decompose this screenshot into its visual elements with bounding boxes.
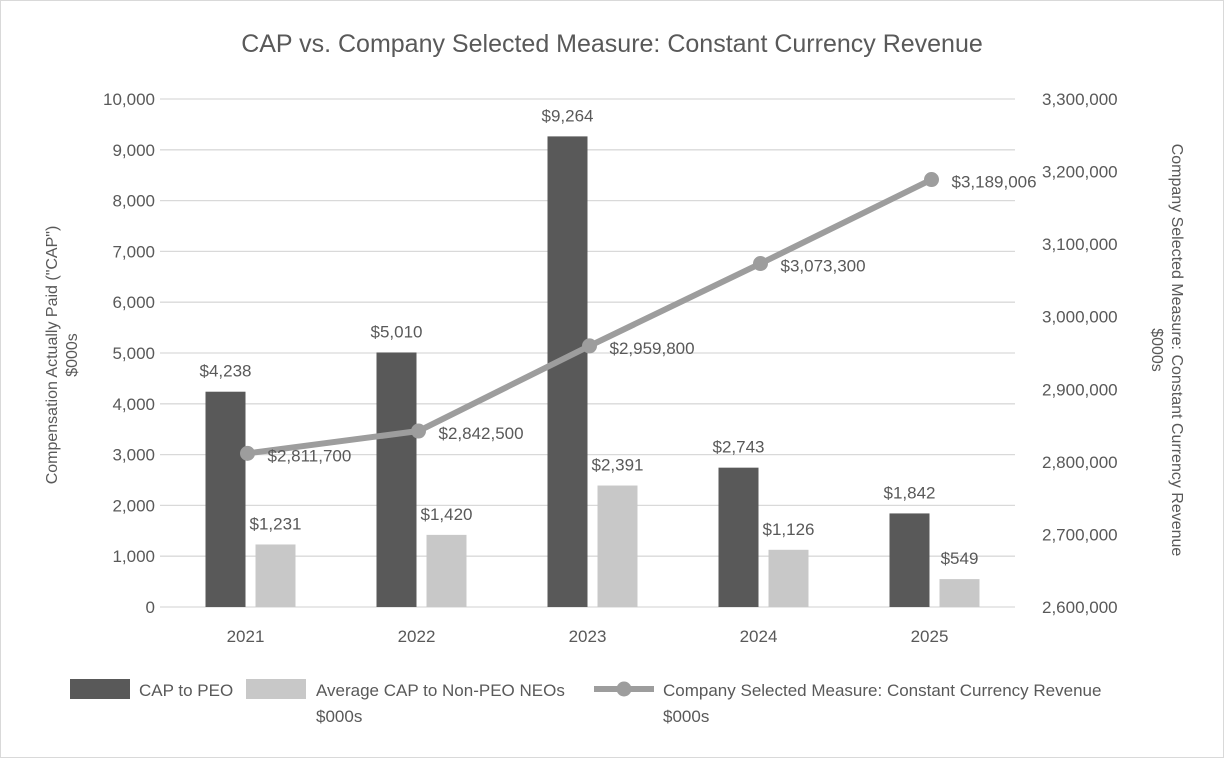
x-tick-label: 2025 [911, 627, 949, 646]
y2-tick-label: 2,900,000 [1042, 380, 1118, 399]
line-marker [924, 172, 939, 188]
line-marker [753, 256, 768, 272]
bar-data-label: $1,231 [250, 514, 302, 533]
bar [718, 467, 759, 607]
bar [889, 513, 930, 607]
line-marker [240, 445, 255, 461]
y-tick-label: 7,000 [112, 242, 155, 261]
line-path [244, 176, 935, 457]
y-axis-title-line: Compensation Actually Paid ("CAP") [44, 226, 61, 485]
x-tick-label: 2024 [740, 627, 778, 646]
legend: CAP to PEO Average CAP to Non-PEO NEOs $00… [70, 679, 1101, 726]
bar [547, 136, 588, 607]
legend-swatch-cap-to-peo [70, 679, 130, 699]
line-data-label: $2,811,700 [268, 446, 352, 465]
y2-tick-label: 3,000,000 [1042, 308, 1118, 327]
x-tick-label: 2021 [227, 627, 265, 646]
y2-axis-title-line: Company Selected Measure: Constant Curre… [1168, 144, 1185, 557]
y-axis-right-ticks: 2,600,000 2,700,000 2,800,000 2,900,000 3,00… [1042, 90, 1118, 617]
y-tick-label: 4,000 [112, 395, 155, 414]
legend-label-avg-cap-line2: $000s [316, 707, 362, 726]
y2-tick-label: 3,200,000 [1042, 163, 1118, 182]
y-axis-title-line: $000s [64, 333, 81, 377]
y2-tick-label: 2,700,000 [1042, 525, 1118, 544]
y-axis-right-title: Company Selected Measure: Constant Curre… [1148, 144, 1185, 557]
bar-data-label: $9,264 [542, 106, 594, 125]
y-tick-label: 0 [146, 598, 155, 617]
y2-tick-label: 3,300,000 [1042, 90, 1118, 109]
bar-data-label: $1,420 [421, 505, 473, 524]
chart-title: CAP vs. Company Selected Measure: Consta… [241, 30, 983, 58]
x-tick-label: 2023 [569, 627, 607, 646]
bars [205, 136, 980, 607]
y2-tick-label: 2,800,000 [1042, 453, 1118, 472]
y2-tick-label: 3,100,000 [1042, 235, 1118, 254]
bar-data-label: $4,238 [200, 362, 252, 381]
bar [205, 391, 246, 607]
bar [255, 544, 296, 607]
legend-swatch-avg-cap [246, 679, 306, 699]
y-tick-label: 6,000 [112, 293, 155, 312]
bar [768, 549, 809, 607]
y2-tick-label: 2,600,000 [1042, 598, 1118, 617]
line-data-label: $3,073,300 [781, 257, 866, 276]
legend-label-revenue-line2: $000s [663, 707, 709, 726]
line-data-label: $2,959,800 [610, 339, 695, 358]
revenue-line [240, 172, 939, 461]
y-tick-label: 9,000 [112, 141, 155, 160]
data-labels: $4,238 $5,010 $9,264 $2,743 $1,842 $1,231 $1,4… [200, 106, 1037, 568]
y-axis-left-ticks: 0 1,000 2,000 3,000 4,000 5,000 6,000 7,000 8,00… [103, 90, 155, 617]
y-tick-label: 5,000 [112, 344, 155, 363]
y-tick-label: 2,000 [112, 496, 155, 515]
y2-axis-title-line: $000s [1148, 328, 1165, 372]
line-data-label: $2,842,500 [439, 424, 524, 443]
y-axis-left-title: Compensation Actually Paid ("CAP") $000s [44, 226, 81, 485]
x-axis-ticks: 2021 2022 2023 2024 2025 [227, 627, 949, 646]
line-marker [411, 423, 426, 439]
legend-label-revenue: Company Selected Measure: Constant Curre… [663, 681, 1101, 700]
bar [939, 579, 980, 607]
line-data-label: $3,189,006 [952, 173, 1037, 192]
bar [376, 352, 417, 607]
bar-data-label: $2,743 [713, 438, 765, 457]
legend-marker-revenue [616, 681, 632, 697]
x-tick-label: 2022 [398, 627, 436, 646]
legend-label-cap-to-peo: CAP to PEO [139, 681, 233, 700]
bar-data-label: $5,010 [371, 322, 423, 341]
y-tick-label: 8,000 [112, 192, 155, 211]
y-tick-label: 3,000 [112, 446, 155, 465]
y-tick-label: 1,000 [112, 547, 155, 566]
legend-label-avg-cap: Average CAP to Non-PEO NEOs [316, 681, 565, 700]
line-marker [582, 338, 597, 354]
bar-data-label: $1,126 [763, 520, 815, 539]
bar-data-label: $549 [941, 549, 979, 568]
bar-data-label: $1,842 [884, 483, 936, 502]
bar [597, 485, 638, 607]
y-tick-label: 10,000 [103, 90, 155, 109]
bar [426, 534, 467, 607]
bar-data-label: $2,391 [592, 456, 644, 475]
